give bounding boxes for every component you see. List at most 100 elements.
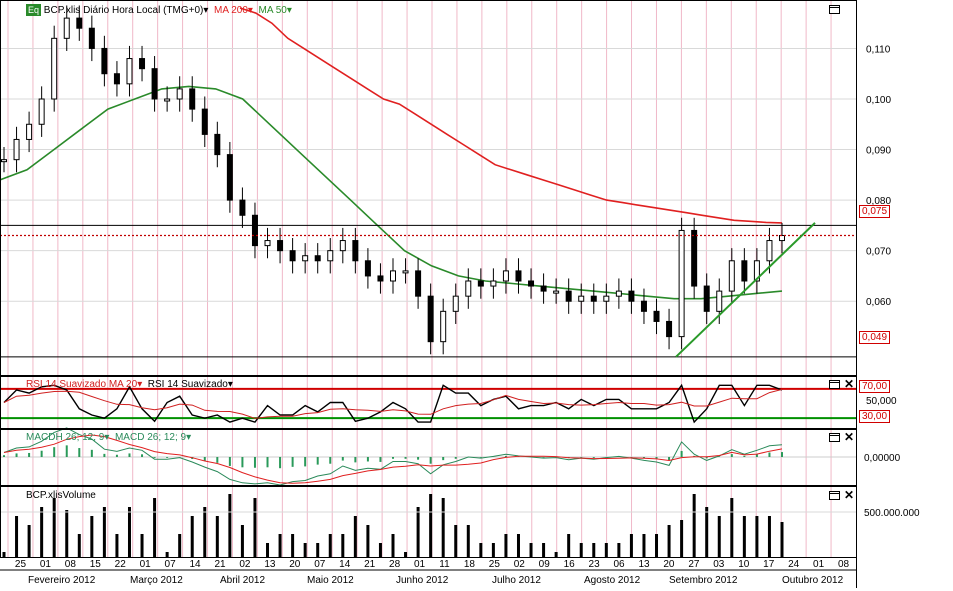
volume-bar bbox=[454, 525, 458, 558]
volume-bar bbox=[178, 534, 182, 558]
volume-bar bbox=[642, 534, 646, 558]
price-tick-label: 0,100 bbox=[866, 95, 891, 106]
candle-body bbox=[101, 47, 108, 75]
candle-body bbox=[364, 260, 371, 277]
month-label: Outubro 2012 bbox=[782, 575, 844, 586]
macd-signal-line bbox=[3, 434, 783, 484]
price-tick-label: 0,080 bbox=[866, 196, 891, 207]
candle-body bbox=[703, 285, 710, 312]
volume-bar bbox=[717, 516, 721, 558]
candle-body bbox=[214, 133, 221, 156]
volume-bar bbox=[190, 516, 194, 558]
eq-badge[interactable]: Eq bbox=[26, 4, 42, 16]
day-tick-label: 15 bbox=[90, 559, 102, 570]
volume-bar bbox=[102, 507, 106, 558]
candle-body bbox=[13, 138, 20, 161]
macdh-label[interactable]: MACDH 26; 12; 9 bbox=[26, 432, 105, 443]
volume-bar bbox=[391, 534, 395, 558]
candle-body bbox=[678, 229, 685, 338]
rsi-dropdown-icon[interactable]: ▾ bbox=[227, 379, 233, 390]
price-tick-label: 0,090 bbox=[866, 146, 891, 157]
macd-line bbox=[3, 427, 783, 486]
day-tick-label: 01 bbox=[813, 559, 825, 570]
volume-bar bbox=[266, 543, 270, 558]
maximize-volume-icon[interactable] bbox=[829, 491, 840, 500]
volume-tick-label: 500.000.000 bbox=[864, 508, 920, 519]
volume-bar bbox=[529, 543, 533, 558]
candle-body bbox=[553, 290, 560, 294]
ma200-label[interactable]: MA 200 bbox=[213, 5, 248, 16]
maximize-macd-icon[interactable] bbox=[829, 433, 840, 442]
month-label: Agosto 2012 bbox=[584, 575, 641, 586]
day-tick-label: 27 bbox=[688, 559, 700, 570]
candle-body bbox=[427, 295, 434, 343]
volume-bar bbox=[27, 525, 31, 558]
day-tick-label: 23 bbox=[589, 559, 601, 570]
panel-frames bbox=[0, 0, 857, 588]
volume-bar bbox=[341, 534, 345, 558]
day-tick-label: 11 bbox=[439, 559, 450, 570]
candle-body bbox=[477, 280, 484, 287]
day-tick-label: 13 bbox=[638, 559, 650, 570]
volume-bar bbox=[655, 534, 659, 558]
macd-dropdown-icon[interactable]: ▾ bbox=[186, 432, 192, 443]
month-label: Maio 2012 bbox=[307, 575, 354, 586]
volume-label[interactable]: BCP.xlisVolume bbox=[26, 490, 96, 501]
instrument-dropdown-icon[interactable]: ▾ bbox=[203, 5, 209, 16]
candle-body bbox=[239, 199, 246, 216]
day-tick-label: 06 bbox=[613, 559, 625, 570]
volume-bar bbox=[40, 507, 44, 558]
day-tick-label: 20 bbox=[663, 559, 675, 570]
volume-bar bbox=[404, 552, 408, 558]
close-macd-icon[interactable]: ✕ bbox=[844, 430, 855, 444]
ma50-dropdown-icon[interactable]: ▾ bbox=[286, 5, 292, 16]
trendline bbox=[675, 222, 816, 358]
day-tick-label: 17 bbox=[763, 559, 775, 570]
candle-body bbox=[327, 250, 334, 262]
day-tick-label: 16 bbox=[564, 559, 576, 570]
rsi-panel bbox=[0, 383, 856, 424]
macdh-dropdown-icon[interactable]: ▾ bbox=[104, 432, 110, 443]
maximize-price-icon[interactable] bbox=[829, 5, 840, 14]
ma200-dropdown-icon[interactable]: ▾ bbox=[247, 5, 253, 16]
volume-bar bbox=[742, 516, 746, 558]
month-label: Abril 2012 bbox=[220, 575, 265, 586]
rsi-ma-line bbox=[3, 388, 783, 419]
candle-body bbox=[51, 37, 58, 100]
rsi-label[interactable]: RSI 14 Suavizado bbox=[147, 379, 228, 390]
candle-body bbox=[490, 280, 497, 287]
ma200-line bbox=[239, 7, 783, 224]
volume-bar bbox=[77, 534, 81, 558]
instrument-label[interactable]: BCP.xlis Diário Hora Local (TMG+0) bbox=[43, 5, 204, 16]
candle-body bbox=[691, 229, 698, 287]
price-panel bbox=[0, 5, 856, 358]
candle-body bbox=[402, 270, 409, 274]
maximize-rsi-icon[interactable] bbox=[829, 380, 840, 389]
volume-bar bbox=[203, 507, 207, 558]
rsi-ma-dropdown-icon[interactable]: ▾ bbox=[137, 379, 143, 390]
day-tick-label: 14 bbox=[189, 559, 201, 570]
y-axis-labels: 0,110 0,100 0,090 0,080 0,070 0,060 bbox=[866, 44, 891, 308]
close-volume-icon[interactable]: ✕ bbox=[844, 488, 855, 502]
volume-bar bbox=[491, 543, 495, 558]
volume-bar bbox=[755, 516, 759, 558]
candle-body bbox=[465, 280, 472, 297]
day-tick-label: 24 bbox=[788, 559, 800, 570]
day-tick-label: 07 bbox=[165, 559, 177, 570]
day-tick-label: 13 bbox=[264, 559, 276, 570]
candle-body bbox=[415, 270, 422, 297]
candle-body bbox=[741, 260, 748, 282]
volume-bar bbox=[2, 552, 6, 558]
volume-bar bbox=[115, 534, 119, 558]
rsi-ma-label[interactable]: RSI 14 Suavizado MA 20 bbox=[26, 379, 138, 390]
candle-body bbox=[1, 159, 7, 163]
candle-body bbox=[339, 240, 346, 252]
ma50-label[interactable]: MA 50 bbox=[258, 5, 287, 16]
close-rsi-icon[interactable]: ✕ bbox=[844, 377, 855, 391]
day-tick-label: 02 bbox=[514, 559, 526, 570]
day-tick-label: 02 bbox=[239, 559, 251, 570]
candle-body bbox=[590, 295, 597, 302]
day-tick-label: 18 bbox=[464, 559, 476, 570]
macd-label[interactable]: MACD 26; 12; 9 bbox=[114, 432, 187, 443]
